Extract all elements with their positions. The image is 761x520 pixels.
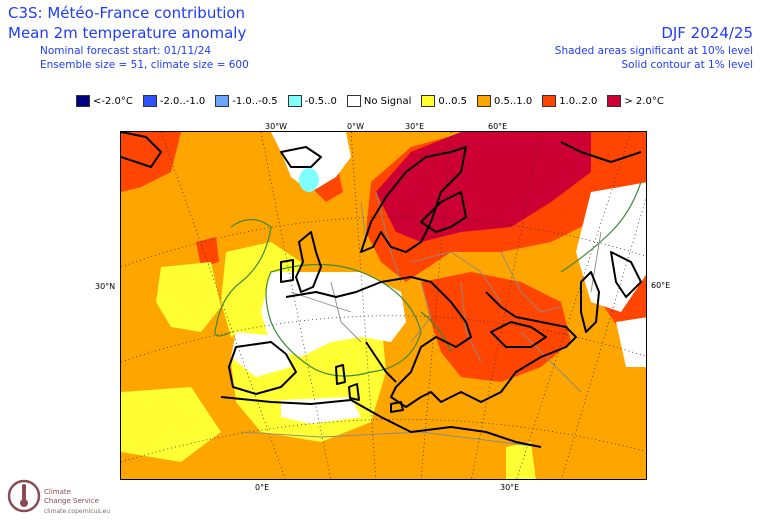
legend-item: 0..0.5 <box>421 95 467 107</box>
chart-title: C3S: Météo-France contribution <box>8 4 246 22</box>
anomaly-map <box>120 131 647 480</box>
legend-item: 0.5..1.0 <box>477 95 532 107</box>
lon-label-bottom: 0°E <box>255 483 270 492</box>
coastlines <box>121 132 642 448</box>
legend-item: <-2.0°C <box>76 95 133 107</box>
legend-label: 1.0..2.0 <box>559 95 598 107</box>
cool-anomaly-area <box>299 168 319 192</box>
legend-label: No Signal <box>363 95 412 107</box>
logo-text: Climate Change Service <box>44 488 99 506</box>
anomaly-shading-red <box>196 237 219 267</box>
color-legend: <-2.0°C -2.0..-1.0 -1.0..-0.5 -0.5..0 No Sig… <box>76 94 674 108</box>
lon-label-top: 30°W <box>265 122 288 131</box>
significance-shaded-text: Shaded areas significant at 10% level <box>554 45 753 57</box>
legend-swatch <box>477 95 492 107</box>
no-signal-area <box>261 272 406 357</box>
lon-label-top: 60°E <box>488 122 508 131</box>
legend-item: No Signal <box>346 95 412 107</box>
legend-label: > 2.0°C <box>624 95 664 107</box>
map-canvas <box>121 132 646 479</box>
legend-item: 1.0..2.0 <box>542 95 597 107</box>
anomaly-shading-red <box>121 132 181 192</box>
legend-label: -0.5..0 <box>304 95 337 107</box>
legend-item: -0.5..0 <box>287 95 337 107</box>
no-signal-area <box>231 332 291 377</box>
legend-swatch <box>607 95 622 107</box>
lat-label-right: 60°E <box>651 281 671 290</box>
slight-warm-area <box>506 442 536 479</box>
legend-label: 0..0.5 <box>438 95 468 107</box>
legend-item: > 2.0°C <box>607 95 664 107</box>
country-borders <box>240 191 602 448</box>
legend-swatch <box>287 95 302 107</box>
logo-url: climate.copernicus.eu <box>44 508 111 515</box>
logo-ring-icon <box>7 479 41 513</box>
slight-warm-area <box>121 387 221 462</box>
legend-item: -2.0..-1.0 <box>142 95 206 107</box>
legend-swatch <box>142 95 157 107</box>
chart-subtitle: Mean 2m temperature anomaly <box>8 24 247 42</box>
slight-warm-area <box>156 262 221 332</box>
significance-contour-text: Solid contour at 1% level <box>621 59 753 71</box>
legend-label: <-2.0°C <box>93 95 133 107</box>
thermometer-icon <box>22 484 26 500</box>
logo-line-1: Climate <box>44 488 71 496</box>
anomaly-shading-red <box>421 272 571 382</box>
legend-label: -1.0..-0.5 <box>232 95 278 107</box>
logo-line-2: Change Service <box>44 497 99 505</box>
legend-item: -1.0..-0.5 <box>215 95 278 107</box>
lon-label-top: 30°E <box>405 122 425 131</box>
ensemble-size-text: Ensemble size = 51, climate size = 600 <box>40 59 249 71</box>
legend-swatch <box>542 95 557 107</box>
thermometer-bulb-icon <box>20 499 28 507</box>
legend-swatch <box>76 95 90 107</box>
forecast-start-text: Nominal forecast start: 01/11/24 <box>40 45 212 57</box>
legend-label: -2.0..-1.0 <box>159 95 206 107</box>
legend-swatch <box>215 95 230 107</box>
lon-label-top: 0°W <box>347 122 364 131</box>
legend-swatch <box>346 95 361 107</box>
legend-swatch <box>421 95 436 107</box>
copernicus-logo <box>7 479 41 513</box>
season-label: DJF 2024/25 <box>661 24 753 42</box>
legend-label: 0.5..1.0 <box>494 95 533 107</box>
no-signal-area <box>271 132 351 192</box>
no-signal-area <box>616 317 646 367</box>
lat-label-left: 30°N <box>95 282 116 291</box>
lon-label-bottom: 30°E <box>500 483 520 492</box>
